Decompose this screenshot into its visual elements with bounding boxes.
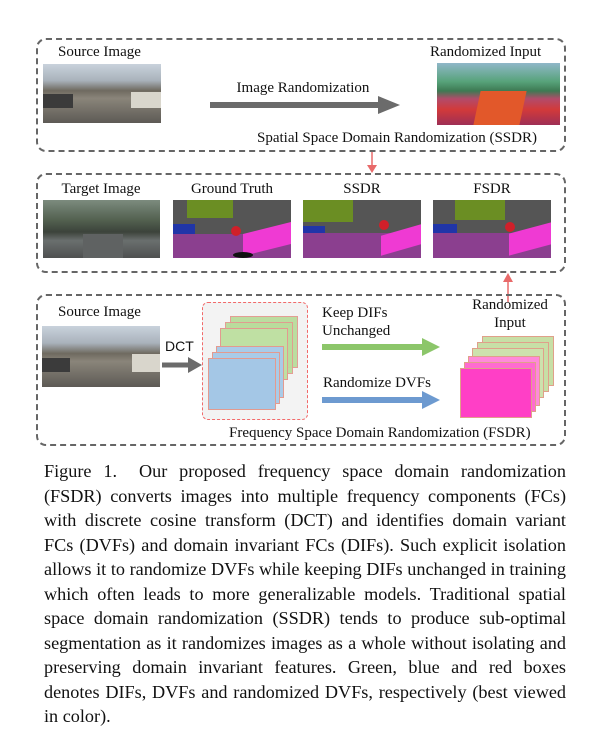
- dct-label: DCT: [165, 338, 194, 354]
- randomize-dvfs-label: Randomize DVFs: [323, 375, 431, 391]
- results-panel: [36, 173, 566, 273]
- image-randomization-arrow: [210, 96, 400, 114]
- ssdr-to-results-arrow: [367, 152, 377, 173]
- ssdr-panel-title: Spatial Space Domain Randomization (SSDR…: [257, 130, 537, 146]
- fsdr-to-results-arrow: [503, 273, 513, 302]
- randomized-dvf-3: [460, 368, 532, 418]
- fsdr-source-image: [42, 326, 160, 387]
- fsdr-segmentation: [433, 200, 551, 258]
- dvf-component-3: [208, 358, 276, 410]
- caption-text: Our proposed frequency space domain rand…: [44, 461, 566, 726]
- dct-arrow: [162, 357, 202, 373]
- ssdr-result-label: SSDR: [343, 181, 381, 197]
- ssdr-segmentation: [303, 200, 421, 258]
- fsdr-result-label: FSDR: [473, 181, 511, 197]
- target-image: [43, 200, 160, 258]
- ssdr-arrow-label: Image Randomization: [236, 80, 370, 96]
- keep-difs-label-line2: Unchanged: [322, 323, 391, 339]
- target-image-label: Target Image: [61, 181, 141, 197]
- ground-truth-segmentation: [173, 200, 291, 258]
- fsdr-panel: [36, 294, 566, 446]
- ssdr-source-label: Source Image: [58, 44, 141, 60]
- ssdr-source-image: [43, 64, 161, 123]
- ssdr-randomized-label: Randomized Input: [430, 44, 542, 60]
- ssdr-panel: [36, 38, 566, 152]
- keep-difs-arrow: [322, 338, 440, 356]
- figure-number: Figure 1.: [44, 461, 117, 481]
- keep-difs-label-line1: Keep DIFs: [322, 305, 388, 321]
- figure-caption: Figure 1. Our proposed frequency space do…: [44, 459, 566, 729]
- fsdr-panel-title: Frequency Space Domain Randomization (FS…: [229, 425, 531, 441]
- ssdr-randomized-image: [437, 63, 560, 125]
- fsdr-randomized-label-line2: Input: [494, 315, 526, 331]
- randomize-dvfs-arrow: [322, 391, 440, 409]
- fsdr-source-label: Source Image: [58, 304, 141, 320]
- fsdr-randomized-label-line1: Randomized: [472, 297, 548, 313]
- ground-truth-label: Ground Truth: [190, 181, 274, 197]
